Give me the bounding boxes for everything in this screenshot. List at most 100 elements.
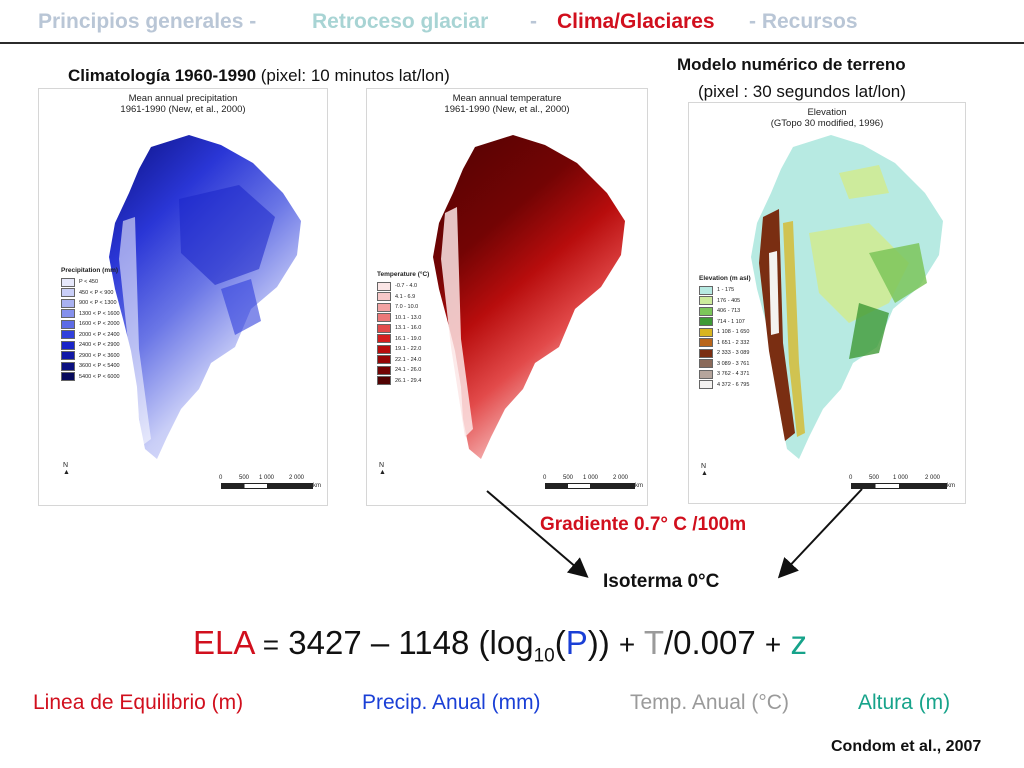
scale-unit: km xyxy=(313,483,321,489)
elevation-map-image xyxy=(751,135,943,459)
nav-item-clima-glaciares[interactable]: Clima/Glaciares xyxy=(557,10,715,33)
eq-z: z xyxy=(790,624,807,661)
legend-swatch xyxy=(377,365,391,375)
eq-plus-1: + xyxy=(618,629,636,660)
legend-swatch xyxy=(699,296,713,306)
legend-label: 2400 < P < 2900 xyxy=(79,342,120,349)
elevation-legend: Elevation (m asl) 1 - 175 176 - 405 406 - … xyxy=(699,275,751,390)
legend-label: 4 372 - 6 795 xyxy=(717,381,750,388)
scale-label-1000: 1 000 xyxy=(583,475,599,481)
legend-title: Elevation (m asl) xyxy=(699,275,751,282)
legend-row: 10.1 - 13.0 xyxy=(377,313,429,324)
legend-swatch xyxy=(699,348,713,358)
legend-swatch xyxy=(699,359,713,369)
north-arrow: N ▲ xyxy=(63,462,70,476)
legend-label: 3 762 - 4 371 xyxy=(717,371,750,378)
legend-row: 450 < P < 900 xyxy=(61,288,120,299)
legend-row: 900 < P < 1300 xyxy=(61,298,120,309)
legend-label: 13.1 - 16.0 xyxy=(395,325,422,332)
nav-item-retroceso[interactable]: Retroceso glaciar xyxy=(312,10,489,33)
scale-label-1000: 1 000 xyxy=(893,475,909,481)
legend-swatch xyxy=(377,292,391,302)
legend-swatch xyxy=(61,277,75,287)
legend-swatch xyxy=(61,309,75,319)
legend-rows: 1 - 175 176 - 405 406 - 713 714 - 1 107 1 10… xyxy=(699,285,751,390)
scale-label-2000: 2 000 xyxy=(613,475,629,481)
legend-row: 26.1 - 29.4 xyxy=(377,376,429,387)
legend-ela: Linea de Equilibrio (m) xyxy=(33,691,244,714)
legend-row: 5400 < P < 6000 xyxy=(61,372,120,383)
nav-item-recursos[interactable]: - Recursos xyxy=(749,10,858,33)
eq-ela: ELA xyxy=(193,624,254,661)
legend-swatch xyxy=(699,338,713,348)
scale-bar xyxy=(851,483,947,489)
legend-row: 2000 < P < 2400 xyxy=(61,330,120,341)
legend-label: 450 < P < 900 xyxy=(79,289,114,296)
legend-swatch xyxy=(377,302,391,312)
legend-rows: -0.7 - 4.0 4.1 - 6.9 7.0 - 10.0 10.1 - 13.0… xyxy=(377,281,429,386)
scale-label-500: 500 xyxy=(239,475,250,481)
eq-p: P xyxy=(565,624,588,661)
legend-label: 1300 < P < 1600 xyxy=(79,310,120,317)
legend-swatch xyxy=(377,323,391,333)
legend-swatch xyxy=(61,330,75,340)
legend-swatch xyxy=(61,298,75,308)
north-label: N xyxy=(701,463,707,470)
legend-swatch xyxy=(699,380,713,390)
eq-coef: 1148 (log xyxy=(398,624,534,661)
precipitation-legend: Precipitation (mm) P < 450 450 < P < 900 9… xyxy=(61,267,120,382)
legend-swatch xyxy=(377,344,391,354)
legend-swatch xyxy=(377,313,391,323)
legend-label: 1 - 175 xyxy=(717,287,735,294)
map-title-line1: Mean annual temperature xyxy=(452,93,562,104)
legend-row: 2400 < P < 2900 xyxy=(61,340,120,351)
legend-label: 2900 < P < 3600 xyxy=(79,352,120,359)
ela-equation: ELA = 3427 – 1148 (log10(P)) + T/0.007 +… xyxy=(193,624,807,668)
legend-label: 7.0 - 10.0 xyxy=(395,304,419,311)
legend-temp: Temp. Anual (°C) xyxy=(630,691,789,714)
legend-swatch xyxy=(699,317,713,327)
scale-unit: km xyxy=(635,483,643,489)
section-nav: Principios generales - Retroceso glaciar… xyxy=(0,6,1024,40)
map-title-line2: 1961-1990 (New, et al., 2000) xyxy=(120,104,246,115)
map-title-line1: Mean annual precipitation xyxy=(128,93,238,104)
eq-t-div: /0.007 xyxy=(663,624,756,661)
legend-row: 19.1 - 22.0 xyxy=(377,344,429,355)
nav-item-principios[interactable]: Principios generales - xyxy=(38,10,257,33)
legend-label: 3 089 - 3 761 xyxy=(717,360,750,367)
legend-label: 24.1 - 26.0 xyxy=(395,367,422,374)
scale-bar xyxy=(221,483,313,489)
climatology-heading: Climatología 1960-1990 (pixel: 10 minuto… xyxy=(68,66,450,86)
elevation-map-panel: Elevation (GTopo 30 modified, 1996) Elev… xyxy=(688,102,966,504)
legend-rows: P < 450 450 < P < 900 900 < P < 1300 1300 <… xyxy=(61,277,120,382)
legend-precip: Precip. Anual (mm) xyxy=(362,691,541,714)
legend-row: 1 651 - 2 332 xyxy=(699,338,751,349)
legend-row: 2900 < P < 3600 xyxy=(61,351,120,362)
legend-swatch xyxy=(61,288,75,298)
climatology-heading-bold: Climatología 1960-1990 xyxy=(68,66,257,85)
map-title-line2: 1961-1990 (New, et al., 2000) xyxy=(444,104,570,115)
map-title-line1: Elevation xyxy=(807,107,847,118)
legend-altitude: Altura (m) xyxy=(858,691,951,714)
legend-row: 13.1 - 16.0 xyxy=(377,323,429,334)
dem-heading-line2: (pixel : 30 segundos lat/lon) xyxy=(698,82,906,101)
scale-label-500: 500 xyxy=(869,475,880,481)
legend-label: 3600 < P < 5400 xyxy=(79,363,120,370)
scale-label-2000: 2 000 xyxy=(925,475,941,481)
eq-minus: – xyxy=(370,624,390,661)
eq-t: T xyxy=(643,624,664,661)
legend-label: 1 108 - 1 650 xyxy=(717,329,750,336)
legend-row: P < 450 xyxy=(61,277,120,288)
legend-row: 176 - 405 xyxy=(699,296,751,307)
scale-label-0: 0 xyxy=(849,475,853,481)
eq-close: )) xyxy=(587,624,610,661)
legend-label: 1600 < P < 2000 xyxy=(79,321,120,328)
precipitation-map-image xyxy=(109,135,301,459)
legend-label: 2 333 - 3 089 xyxy=(717,350,750,357)
eq-log-base: 10 xyxy=(533,645,555,667)
temperature-map-panel: Mean annual temperature 1961-1990 (New, … xyxy=(366,88,648,506)
legend-label: P < 450 xyxy=(79,279,99,286)
legend-row: 3600 < P < 5400 xyxy=(61,361,120,372)
legend-swatch xyxy=(61,351,75,361)
legend-swatch xyxy=(699,285,713,295)
